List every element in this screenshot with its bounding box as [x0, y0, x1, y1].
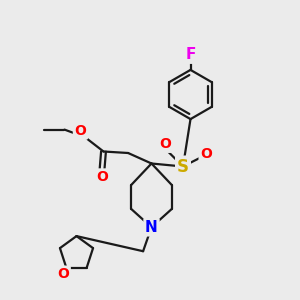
Text: O: O: [96, 170, 108, 184]
Text: O: O: [200, 147, 212, 160]
Text: N: N: [145, 220, 158, 235]
Text: S: S: [177, 158, 189, 175]
Text: O: O: [159, 137, 171, 151]
Text: O: O: [57, 267, 69, 281]
Text: O: O: [74, 124, 86, 138]
Text: F: F: [185, 47, 196, 62]
